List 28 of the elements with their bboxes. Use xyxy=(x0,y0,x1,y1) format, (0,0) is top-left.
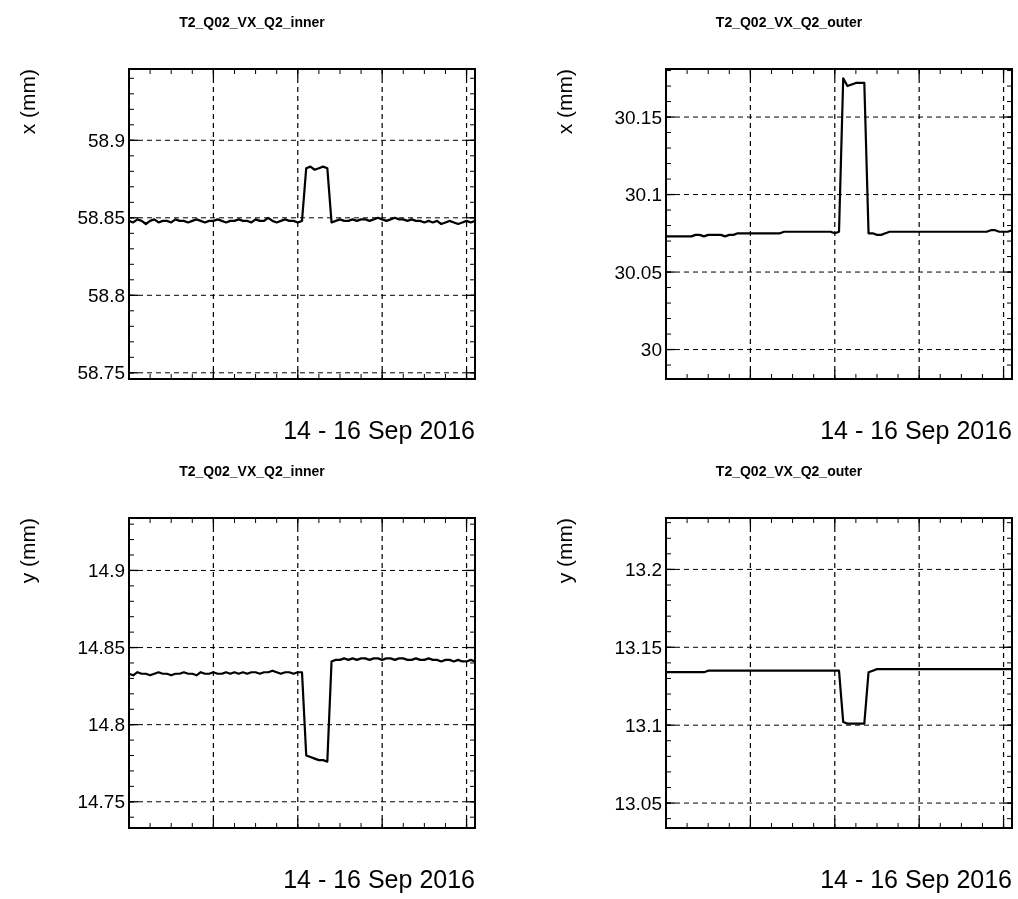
y-axis-title: x (mm) xyxy=(552,69,576,135)
y-tick-label: 58.75 xyxy=(77,362,125,384)
y-tick-label: 30.1 xyxy=(625,184,662,206)
y-axis-title: x (mm) xyxy=(15,69,39,135)
y-tick-label: 14.85 xyxy=(77,637,125,659)
x-axis-title: 14 - 16 Sep 2016 xyxy=(820,865,1012,893)
y-tick-label: 13.05 xyxy=(614,792,662,814)
y-axis-title: y (mm) xyxy=(15,518,39,584)
chart-title: T2_Q02_VX_Q2_outer xyxy=(715,14,863,30)
x-axis-title: 14 - 16 Sep 2016 xyxy=(820,416,1012,444)
chart-title: T2_Q02_VX_Q2_inner xyxy=(179,463,326,479)
y-tick-label: 30.05 xyxy=(614,261,662,283)
chart-title: T2_Q02_VX_Q2_inner xyxy=(179,14,326,30)
x-axis-title: 14 - 16 Sep 2016 xyxy=(283,416,475,444)
y-tick-label: 58.8 xyxy=(88,284,125,306)
y-tick-label: 14.9 xyxy=(88,559,125,581)
y-tick-label: 58.9 xyxy=(88,129,125,151)
y-axis-title: y (mm) xyxy=(552,518,576,584)
chart-title: T2_Q02_VX_Q2_outer xyxy=(715,463,863,479)
y-tick-label: 14.75 xyxy=(77,791,125,813)
y-tick-label: 14.8 xyxy=(88,714,125,736)
x-axis-title: 14 - 16 Sep 2016 xyxy=(283,865,475,893)
y-tick-label: 30.15 xyxy=(614,106,662,128)
y-tick-label: 13.1 xyxy=(625,714,662,736)
y-tick-label: 13.2 xyxy=(625,558,662,580)
y-tick-label: 58.85 xyxy=(77,207,125,229)
y-tick-label: 13.15 xyxy=(614,636,662,658)
y-tick-label: 30 xyxy=(640,339,662,361)
